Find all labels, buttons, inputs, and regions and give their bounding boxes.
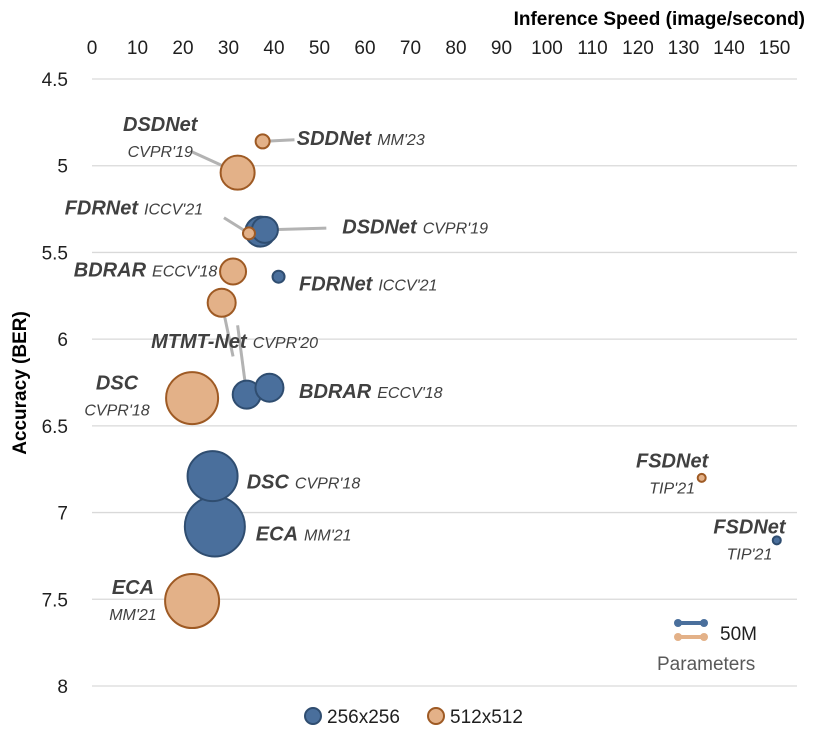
y-tick-label: 5.5 bbox=[42, 243, 68, 264]
venue-name: CVPR'18 bbox=[295, 475, 360, 492]
model-name: SDDNet bbox=[297, 128, 373, 150]
x-tick-label: 50 bbox=[309, 38, 330, 59]
y-tick-label: 6.5 bbox=[42, 417, 68, 438]
model-name: ECA bbox=[256, 523, 298, 545]
model-name: BDRAR bbox=[74, 260, 147, 282]
venue-name: CVPR'19 bbox=[423, 220, 488, 237]
point-label: BDRAR ECCV'18 bbox=[299, 381, 443, 403]
bubble-512 bbox=[206, 287, 237, 318]
legend-swatch-512 bbox=[427, 707, 445, 725]
legend: 256x256 512x512 bbox=[304, 707, 523, 728]
size-legend: 50M Parameters bbox=[657, 619, 757, 675]
legend-swatch-256 bbox=[304, 707, 322, 725]
x-tick-label: 100 bbox=[531, 38, 563, 59]
y-axis-title: Accuracy (BER) bbox=[10, 311, 31, 455]
model-name: DSC bbox=[247, 471, 290, 493]
bubble-256 bbox=[771, 535, 782, 546]
model-name: ECA bbox=[112, 577, 154, 599]
venue-name: CVPR'19 bbox=[128, 144, 193, 161]
point-label: BDRAR ECCV'18 bbox=[74, 260, 218, 282]
bubble-512 bbox=[165, 371, 220, 426]
venue-name: ICCV'21 bbox=[378, 278, 437, 295]
x-axis-title: Inference Speed (image/second) bbox=[514, 9, 805, 30]
legend-label-256: 256x256 bbox=[327, 707, 400, 728]
point-label: FDRNet ICCV'21 bbox=[65, 197, 203, 219]
point-label: MTMT-Net CVPR'20 bbox=[151, 331, 318, 353]
x-tick-label: 60 bbox=[354, 38, 375, 59]
point-label: DSDNet CVPR'19 bbox=[342, 216, 488, 238]
bubble-512 bbox=[696, 472, 707, 483]
bubble-256 bbox=[271, 269, 286, 284]
bubble-256 bbox=[254, 372, 285, 403]
bubble-512 bbox=[254, 133, 271, 150]
tick-labels: 4.555.566.577.580 10 20 30 40 50 60 70 80 90 100 11… bbox=[42, 38, 791, 698]
point-label: ECA MM'21 bbox=[256, 523, 352, 545]
bubble-512 bbox=[219, 257, 248, 286]
x-tick-label: 110 bbox=[577, 38, 607, 59]
bubble-512 bbox=[164, 573, 221, 630]
bubble-512 bbox=[241, 226, 256, 241]
bubble-512 bbox=[219, 154, 256, 191]
x-tick-label: 70 bbox=[400, 38, 421, 59]
model-name: DSC bbox=[96, 372, 139, 394]
x-tick-label: 120 bbox=[622, 38, 654, 59]
y-tick-label: 7.5 bbox=[42, 590, 68, 611]
y-tick-label: 6 bbox=[57, 330, 68, 351]
y-tick-label: 7 bbox=[57, 504, 68, 525]
point-label: DSC CVPR'18 bbox=[247, 471, 361, 493]
venue-name: ECCV'18 bbox=[152, 264, 217, 281]
bubble-256 bbox=[183, 495, 246, 558]
venue-name: TIP'21 bbox=[727, 546, 773, 563]
model-name: MTMT-Net bbox=[151, 331, 248, 353]
point-label: SDDNet MM'23 bbox=[297, 128, 425, 150]
venue-name: ECCV'18 bbox=[377, 385, 442, 402]
x-tick-label: 0 bbox=[87, 38, 98, 59]
x-tick-label: 20 bbox=[172, 38, 193, 59]
model-name: FSDNet bbox=[636, 450, 710, 472]
venue-name: MM'21 bbox=[109, 607, 157, 624]
bubble-256 bbox=[186, 450, 239, 503]
model-name: DSDNet bbox=[342, 216, 418, 238]
size-legend-dot bbox=[674, 633, 682, 641]
model-name: FDRNet bbox=[299, 274, 374, 296]
size-legend-caption: Parameters bbox=[657, 654, 755, 675]
venue-name: CVPR'18 bbox=[84, 402, 149, 419]
x-tick-label: 10 bbox=[127, 38, 148, 59]
y-tick-label: 5 bbox=[57, 157, 68, 178]
y-tick-label: 4.5 bbox=[42, 70, 68, 91]
model-name: FSDNet bbox=[713, 516, 787, 538]
size-legend-dot bbox=[700, 633, 708, 641]
x-tick-label: 140 bbox=[713, 38, 745, 59]
x-tick-label: 40 bbox=[263, 38, 284, 59]
size-legend-value: 50M bbox=[720, 624, 757, 645]
point-label: FDRNet ICCV'21 bbox=[299, 274, 437, 296]
x-tick-label: 150 bbox=[759, 38, 791, 59]
model-name: FDRNet bbox=[65, 197, 140, 219]
size-legend-dot bbox=[674, 619, 682, 627]
size-legend-dot bbox=[700, 619, 708, 627]
y-tick-label: 8 bbox=[57, 677, 68, 698]
x-tick-label: 130 bbox=[668, 38, 700, 59]
bubble-256 bbox=[250, 215, 279, 244]
x-tick-label: 90 bbox=[491, 38, 512, 59]
legend-label-512: 512x512 bbox=[450, 707, 523, 728]
model-name: BDRAR bbox=[299, 381, 372, 403]
x-tick-label: 30 bbox=[218, 38, 239, 59]
venue-name: TIP'21 bbox=[649, 480, 695, 497]
venue-name: MM'23 bbox=[377, 132, 425, 149]
x-tick-label: 80 bbox=[445, 38, 466, 59]
model-name: DSDNet bbox=[123, 114, 199, 136]
bubbles bbox=[164, 133, 782, 630]
venue-name: MM'21 bbox=[304, 527, 352, 544]
venue-name: ICCV'21 bbox=[144, 201, 203, 218]
venue-name: CVPR'20 bbox=[253, 335, 318, 352]
